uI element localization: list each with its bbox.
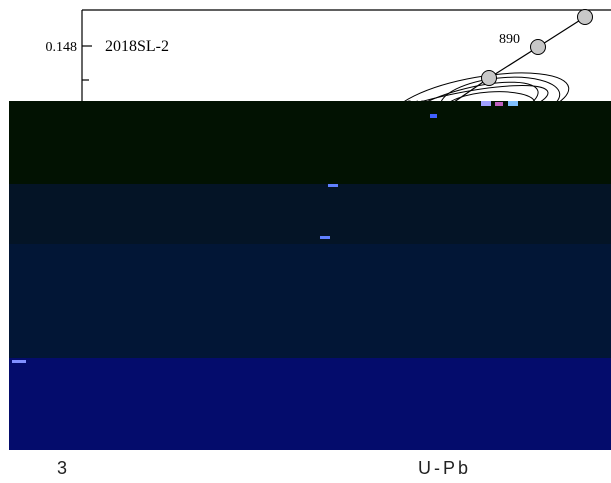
glitch-speck: [12, 360, 26, 363]
occlusion-band-lower: [9, 244, 611, 358]
occlusion-band-mid: [9, 184, 611, 244]
glitch-speck: [430, 114, 437, 118]
concordia-node: [530, 39, 546, 55]
glitch-speck: [508, 101, 518, 106]
age-label: 890: [499, 32, 520, 47]
glitch-speck: [495, 102, 503, 106]
figure-caption-number: 3: [57, 458, 68, 478]
sample-label: 2018SL-2: [105, 38, 169, 55]
glitch-speck: [481, 101, 491, 106]
y-tick-label: 0.148: [46, 40, 78, 55]
occlusion-band-bottom: [9, 358, 611, 450]
concordia-node: [481, 70, 497, 86]
figure-caption-method: U-Pb: [418, 458, 472, 478]
glitch-speck: [328, 184, 338, 187]
glitch-speck: [320, 236, 330, 239]
concordia-node: [577, 9, 593, 25]
concordia-curve: [440, 16, 586, 112]
glitch-specks: [12, 101, 518, 363]
occlusion-band-top: [9, 101, 611, 184]
